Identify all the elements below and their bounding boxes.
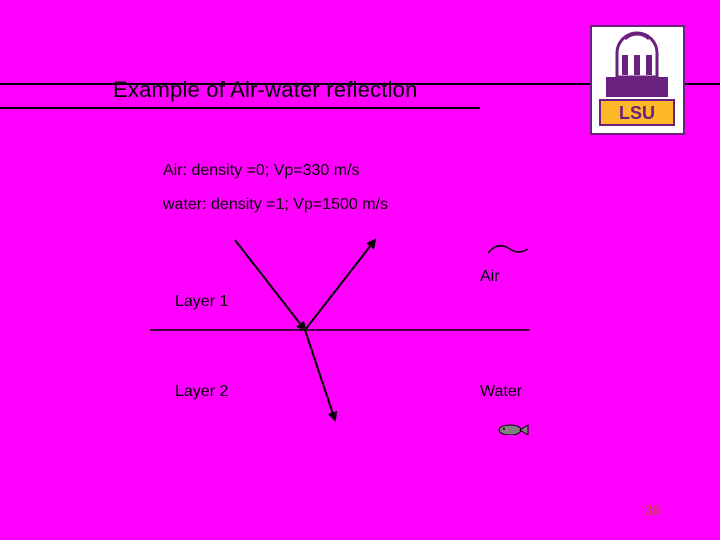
label-water: Water xyxy=(480,383,522,401)
title-rule-bottom xyxy=(0,107,480,109)
air-properties-text: Air: density =0; Vp=330 m/s xyxy=(163,162,360,180)
svg-text:LSU: LSU xyxy=(619,103,655,123)
reflection-diagram: Layer 1 Layer 2 Air Water xyxy=(130,235,590,435)
lsu-logo: LSU xyxy=(590,25,685,135)
label-layer-2: Layer 2 xyxy=(175,383,228,401)
label-layer-1: Layer 1 xyxy=(175,293,228,311)
slide-title: Example of Air-water reflection xyxy=(113,77,418,103)
label-air: Air xyxy=(480,268,500,286)
slide-number: 36 xyxy=(644,502,660,518)
reflection-diagram-svg xyxy=(130,235,590,435)
water-properties-text: water: density =1; Vp=1500 m/s xyxy=(163,196,388,214)
lsu-logo-svg: LSU xyxy=(592,27,683,133)
